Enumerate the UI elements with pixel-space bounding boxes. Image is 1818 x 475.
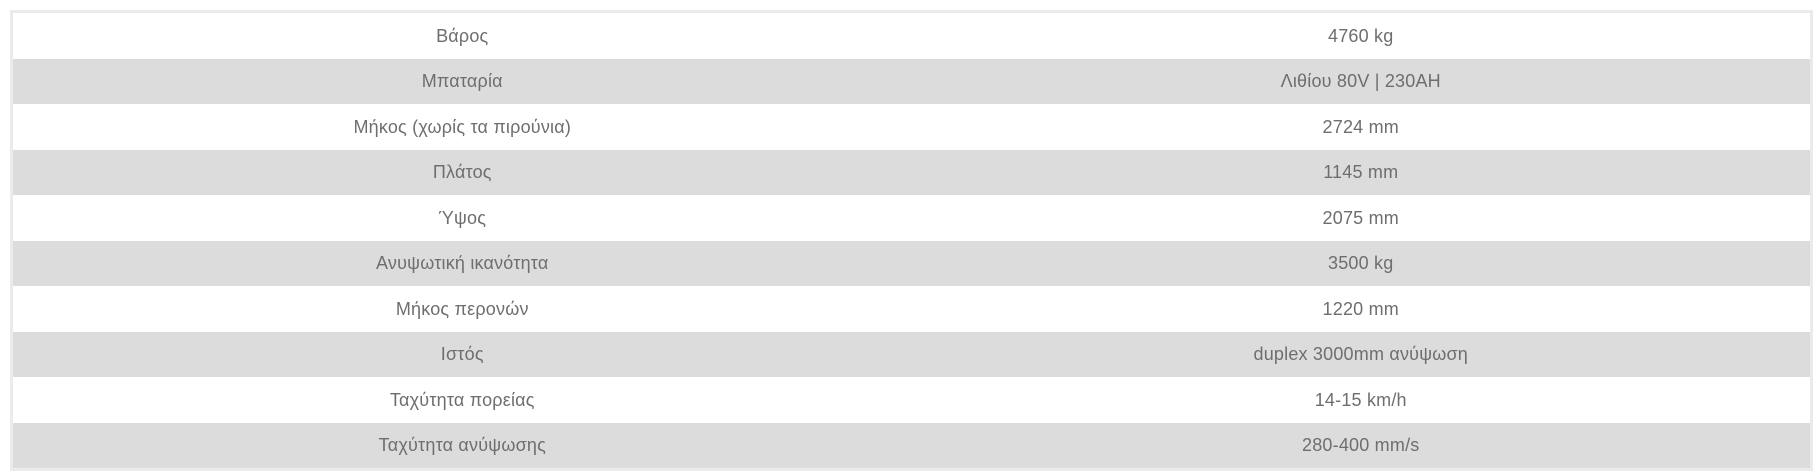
spec-row-mast: Ιστός duplex 3000mm ανύψωση bbox=[13, 331, 1810, 377]
spec-row-fork-length: Μήκος περονών 1220 mm bbox=[13, 286, 1810, 332]
spec-row-width: Πλάτος 1145 mm bbox=[13, 149, 1810, 195]
spec-row-lifting-speed: Ταχύτητα ανύψωσης 280-400 mm/s bbox=[13, 422, 1810, 468]
spec-label: Ταχύτητα πορείας bbox=[389, 389, 535, 410]
spec-value: Λιθίου 80V | 230AH bbox=[1280, 71, 1441, 92]
specifications-table: Βάρος 4760 kg Μπαταρία Λιθίου 80V | 230A… bbox=[10, 10, 1813, 471]
spec-row-height: Ύψος 2075 mm bbox=[13, 195, 1810, 241]
spec-label: Βάρος bbox=[436, 25, 489, 46]
spec-value: 4760 kg bbox=[1328, 25, 1394, 46]
spec-value: duplex 3000mm ανύψωση bbox=[1253, 344, 1469, 365]
spec-value: 3500 kg bbox=[1328, 253, 1394, 274]
spec-label: Μπαταρία bbox=[421, 71, 503, 92]
spec-label: Μήκος περονών bbox=[395, 298, 529, 319]
spec-row-travel-speed: Ταχύτητα πορείας 14-15 km/h bbox=[13, 377, 1810, 423]
spec-row-length-without-forks: Μήκος (χωρίς τα πιρούνια) 2724 mm bbox=[13, 104, 1810, 150]
spec-value: 2724 mm bbox=[1322, 116, 1399, 137]
spec-value: 280-400 mm/s bbox=[1302, 435, 1420, 456]
spec-value: 14-15 km/h bbox=[1314, 389, 1407, 410]
spec-label: Ταχύτητα ανύψωσης bbox=[378, 435, 546, 456]
spec-value: 1145 mm bbox=[1323, 162, 1399, 183]
spec-label: Ανυψωτική ικανότητα bbox=[376, 253, 549, 274]
spec-row-weight: Βάρος 4760 kg bbox=[13, 13, 1810, 59]
spec-label: Πλάτος bbox=[432, 162, 492, 183]
spec-row-battery: Μπαταρία Λιθίου 80V | 230AH bbox=[13, 58, 1810, 104]
spec-row-lifting-capacity: Ανυψωτική ικανότητα 3500 kg bbox=[13, 240, 1810, 286]
spec-value: 1220 mm bbox=[1322, 298, 1399, 319]
spec-label: Ύψος bbox=[438, 207, 487, 228]
spec-label: Μήκος (χωρίς τα πιρούνια) bbox=[353, 116, 572, 137]
spec-value: 2075 mm bbox=[1322, 207, 1399, 228]
spec-label: Ιστός bbox=[440, 344, 484, 365]
